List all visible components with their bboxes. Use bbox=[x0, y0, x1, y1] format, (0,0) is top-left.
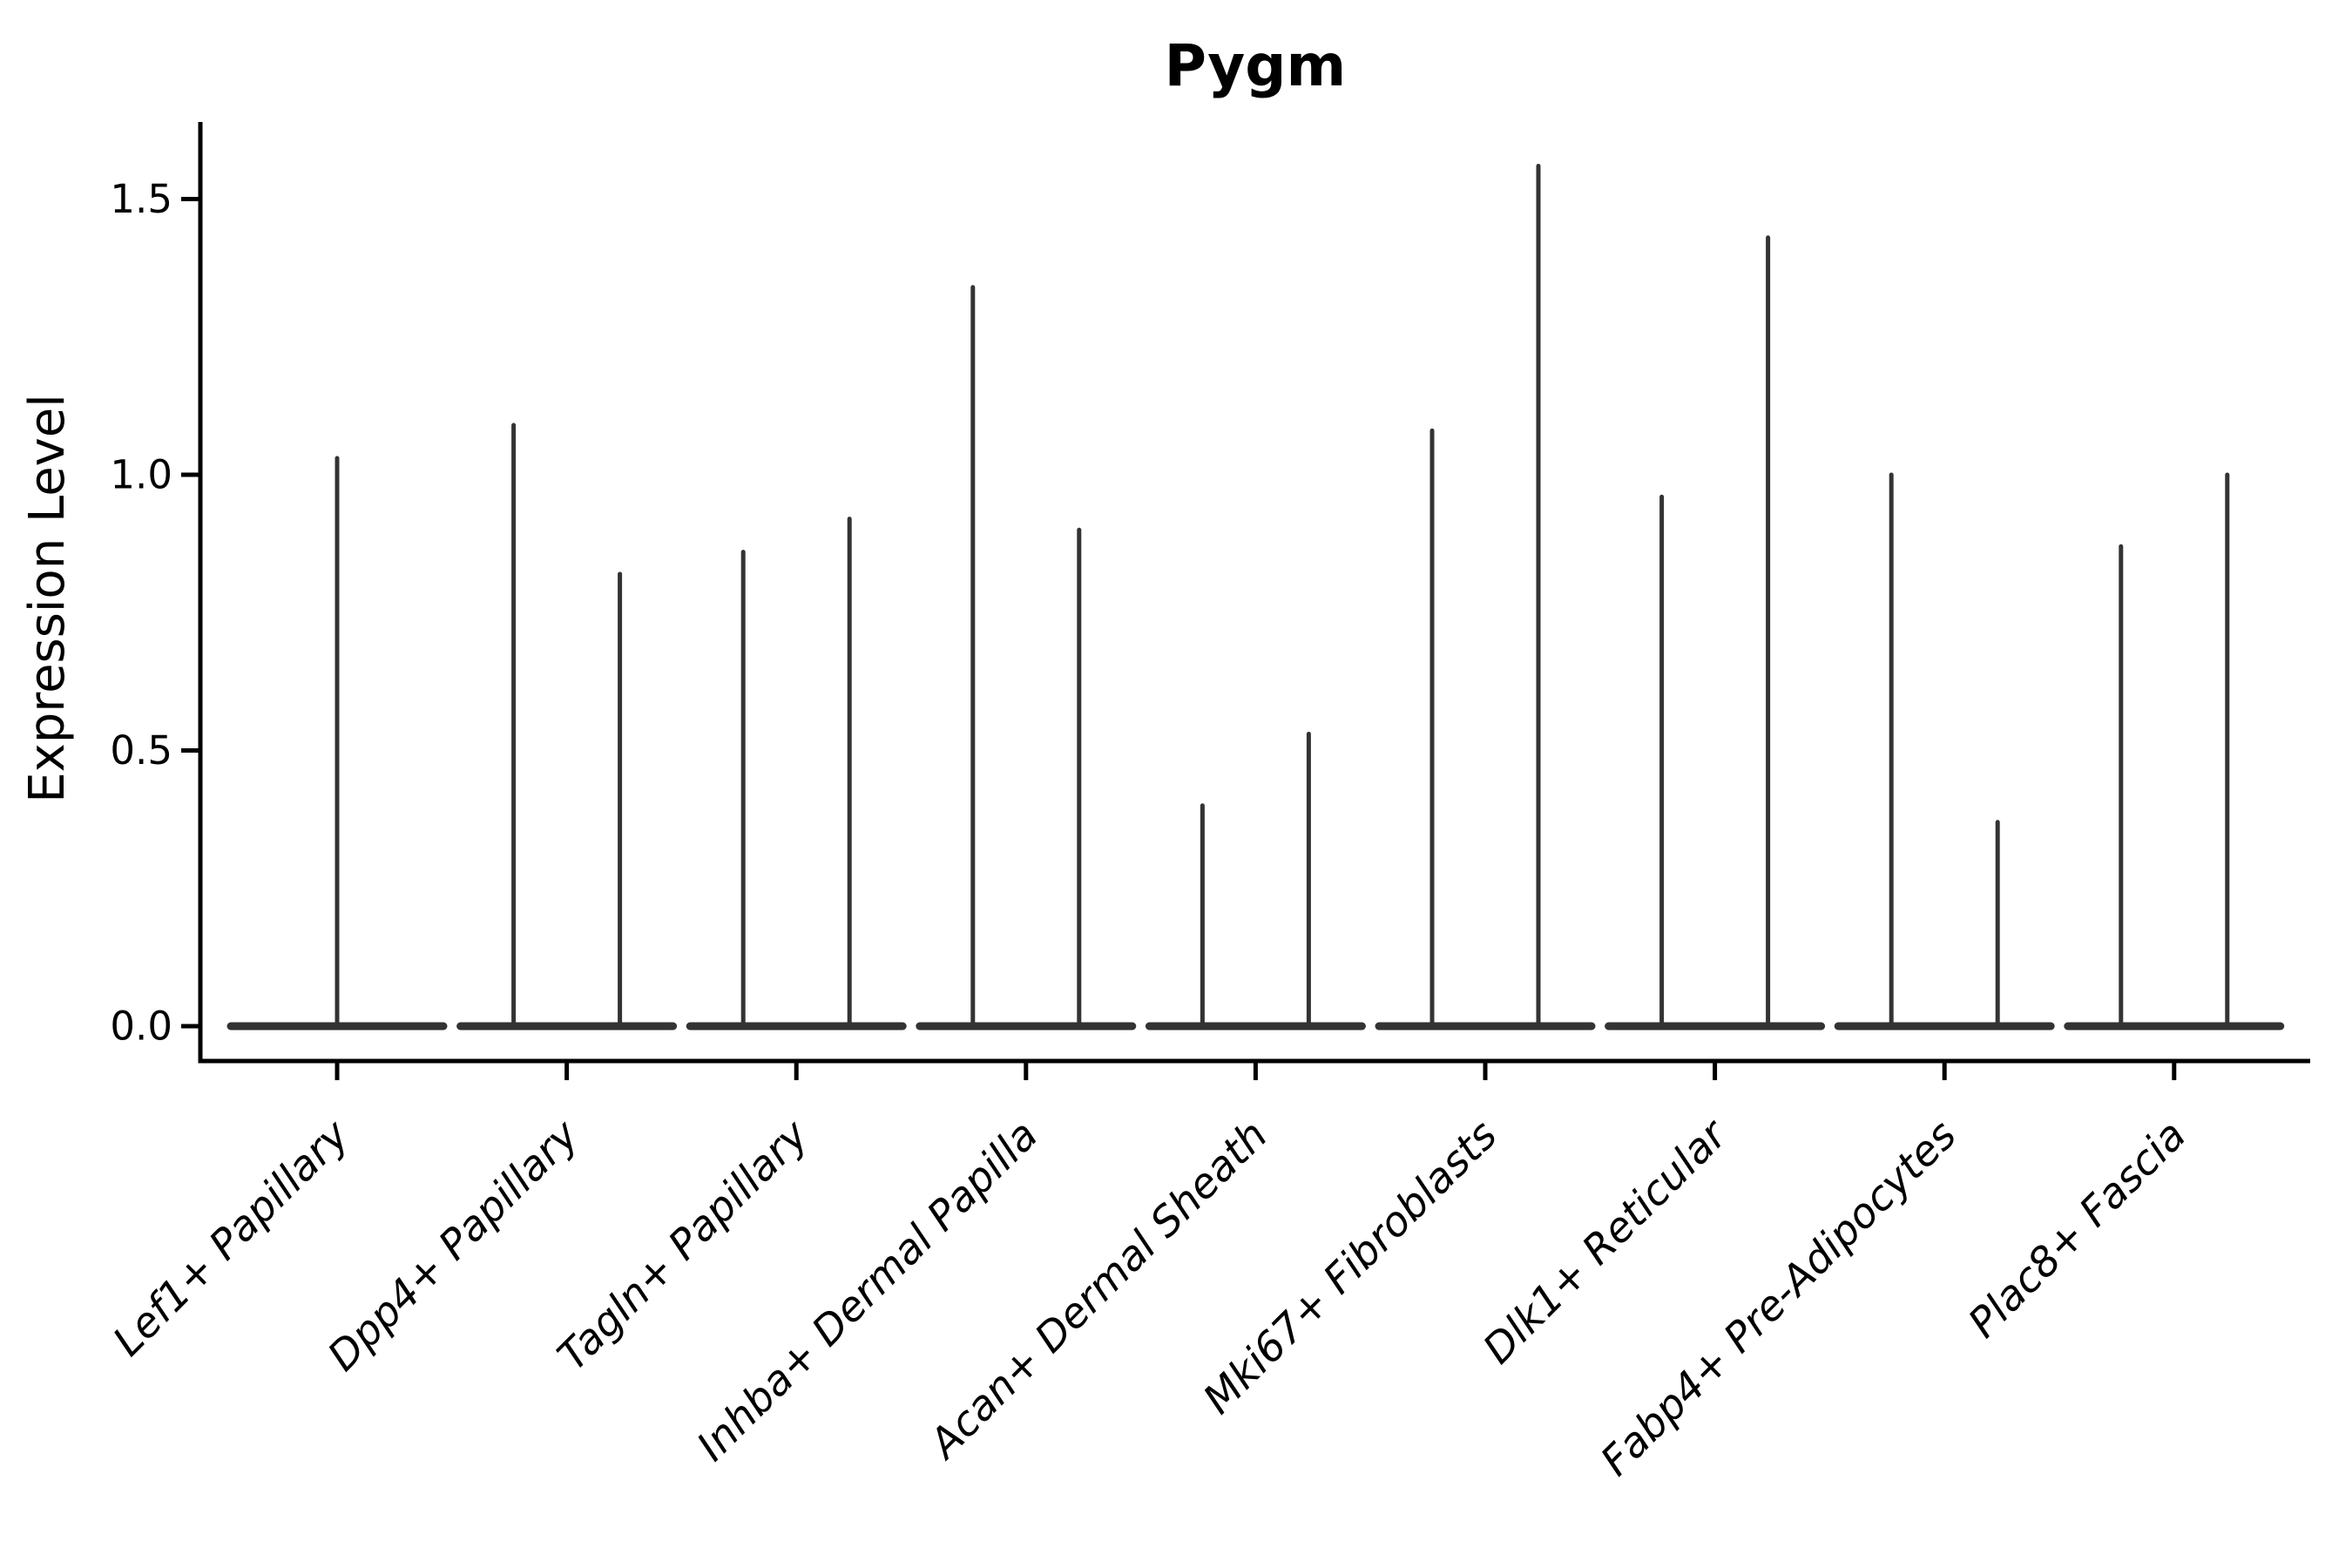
x-tick-label: Tagln+ Papillary bbox=[549, 1111, 819, 1381]
x-tick-label: Lef1+ Papillary bbox=[104, 1111, 359, 1366]
violin bbox=[1375, 164, 1596, 1031]
x-tick-label: Dlk1+ Reticular bbox=[1474, 1110, 1738, 1374]
y-tick-label: 1.5 bbox=[110, 176, 172, 222]
violin bbox=[1145, 732, 1366, 1031]
violin bbox=[916, 285, 1137, 1031]
violin bbox=[1834, 472, 2055, 1031]
x-tick-label: Dpp4+ Papillary bbox=[319, 1111, 589, 1381]
x-tick-label: Plac8+ Fascia bbox=[1959, 1112, 2195, 1348]
chart-title: Pygm bbox=[1165, 32, 1347, 99]
y-axis-ticks: 0.0 0.5 1.0 1.5 bbox=[110, 176, 200, 1049]
y-tick-label: 1.0 bbox=[110, 451, 172, 497]
y-axis-label: Expression Level bbox=[19, 394, 76, 803]
y-tick-label: 0.0 bbox=[110, 1003, 172, 1049]
y-tick-label: 0.5 bbox=[110, 727, 172, 774]
violin bbox=[686, 517, 907, 1031]
violin bbox=[2064, 472, 2285, 1031]
violin bbox=[456, 422, 678, 1031]
violins-group bbox=[226, 164, 2285, 1031]
violin bbox=[1605, 235, 1826, 1031]
violin bbox=[226, 456, 448, 1031]
